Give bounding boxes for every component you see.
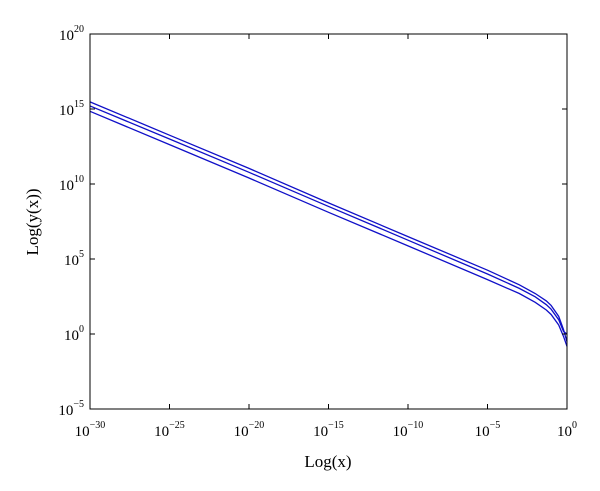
series-line-1 bbox=[89, 101, 568, 343]
x-tick-label: 10−5 bbox=[475, 420, 501, 440]
y-axis-label: Log(y(x)) bbox=[23, 188, 42, 255]
x-tick-label: 10−10 bbox=[393, 420, 424, 440]
tick-label-layer: 10−30 10−25 10−20 10−15 10−10 10−5 100 10−5 100 1… bbox=[58, 24, 577, 440]
y-tick-label: 105 bbox=[64, 249, 84, 269]
series-line-2 bbox=[89, 105, 568, 335]
y-tick-label: 10−5 bbox=[58, 399, 84, 419]
x-tick-label: 10−15 bbox=[313, 420, 344, 440]
y-tick-label: 1015 bbox=[59, 99, 84, 119]
x-tick-label: 10−25 bbox=[154, 420, 185, 440]
x-axis-label: Log(x) bbox=[304, 452, 351, 471]
y-tick-label: 1020 bbox=[59, 24, 84, 44]
tick-layer bbox=[89, 33, 568, 410]
x-tick-label: 10−30 bbox=[75, 420, 106, 440]
y-tick-label: 1010 bbox=[59, 174, 84, 194]
y-tick-label: 100 bbox=[64, 324, 84, 344]
plot-area-frame bbox=[89, 33, 568, 410]
series-layer bbox=[89, 101, 568, 347]
x-tick-label: 10−20 bbox=[234, 420, 265, 440]
x-tick-label: 100 bbox=[557, 420, 577, 440]
series-line-3 bbox=[89, 110, 568, 347]
